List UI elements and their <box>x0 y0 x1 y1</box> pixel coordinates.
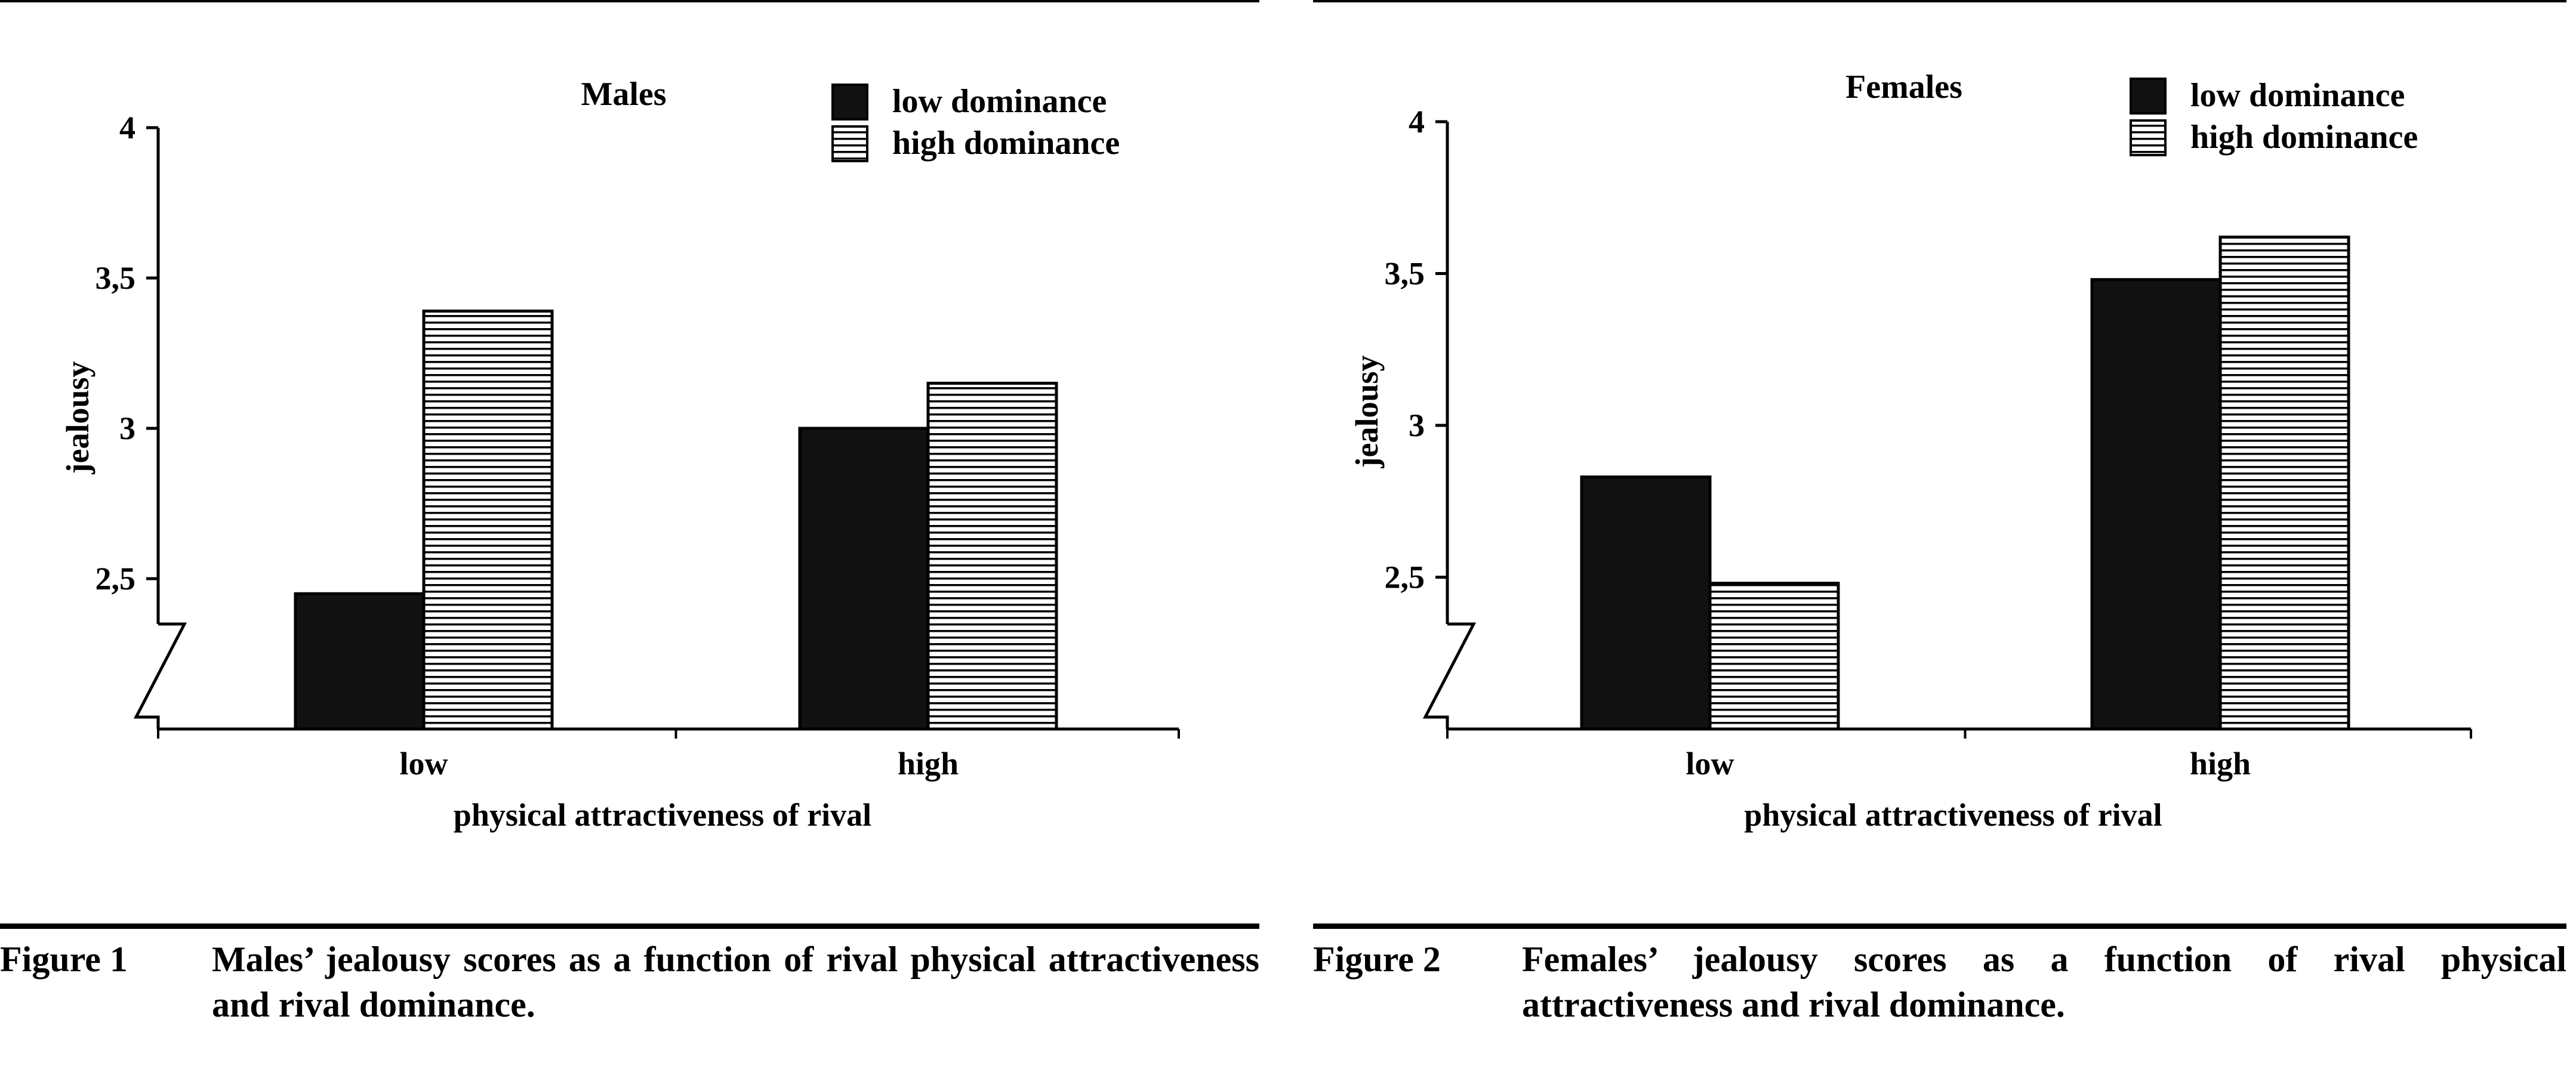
y-tick-label: 3,5 <box>95 260 136 296</box>
x-tick-label: low <box>1686 746 1734 782</box>
bar <box>422 309 554 731</box>
top-rule <box>1313 0 2566 2</box>
figure-1-caption: Figure 1 Males’ jealousy scores as a fun… <box>0 937 1259 1032</box>
caption-text: Males’ jealousy scores as a function of … <box>212 940 1259 1024</box>
y-tick-label: 4 <box>119 110 135 146</box>
bar <box>926 381 1058 731</box>
y-tick-label: 4 <box>1409 104 1425 140</box>
bar <box>2090 278 2222 731</box>
bar <box>798 427 930 731</box>
y-tick-label: 3,5 <box>1385 256 1425 292</box>
x-tick-label: high <box>898 746 959 782</box>
y-tick-label: 3 <box>119 410 135 446</box>
legend-label: high dominance <box>892 125 1120 162</box>
legend-swatch <box>2130 119 2167 156</box>
axis-break <box>133 622 187 729</box>
caption-text: Females’ jealousy scores as a function o… <box>1522 940 2566 1024</box>
y-tick-label: 2,5 <box>95 561 136 597</box>
legend-swatch <box>831 125 868 162</box>
top-rule <box>0 0 1259 2</box>
x-tick-label: high <box>2190 746 2251 782</box>
legend-label: low dominance <box>2190 77 2405 114</box>
legend-label: low dominance <box>892 83 1107 120</box>
y-axis-label: jealousy <box>60 362 95 475</box>
x-tick-label: low <box>400 746 448 782</box>
figure-1-panel: Males low dominance high dominance low high 2… <box>0 0 1277 1081</box>
males-bar-chart: Males low dominance high dominance low high 2… <box>60 76 1180 833</box>
bar <box>2218 235 2350 731</box>
y-tick-label: 2,5 <box>1385 560 1425 595</box>
females-bar-chart: Females low dominance high dominance low hig… <box>1349 69 2472 833</box>
bar <box>294 592 426 731</box>
axis-break <box>1422 622 1477 729</box>
chart-title: Females <box>1845 69 1962 106</box>
y-tick-label: 3 <box>1409 407 1425 443</box>
figure-2-panel: Females low dominance high dominance low hig… <box>1313 0 2576 1081</box>
caption-rule <box>0 924 1259 929</box>
bar <box>1580 475 1712 731</box>
figure-number: Figure 1 <box>0 940 128 979</box>
bar <box>1708 582 1840 731</box>
y-axis-label: jealousy <box>1349 356 1385 469</box>
x-axis-label: physical attractiveness of rival <box>1744 797 2162 833</box>
figure-2-caption: Figure 2 Females’ jealousy scores as a f… <box>1313 937 2566 1032</box>
x-axis-label: physical attractiveness of rival <box>454 797 871 833</box>
figure-number: Figure 2 <box>1313 940 1441 979</box>
legend-label: high dominance <box>2190 119 2418 156</box>
chart-title: Males <box>581 76 666 113</box>
caption-rule <box>1313 924 2566 929</box>
legend-swatch <box>831 84 868 121</box>
legend-swatch <box>2130 78 2167 115</box>
